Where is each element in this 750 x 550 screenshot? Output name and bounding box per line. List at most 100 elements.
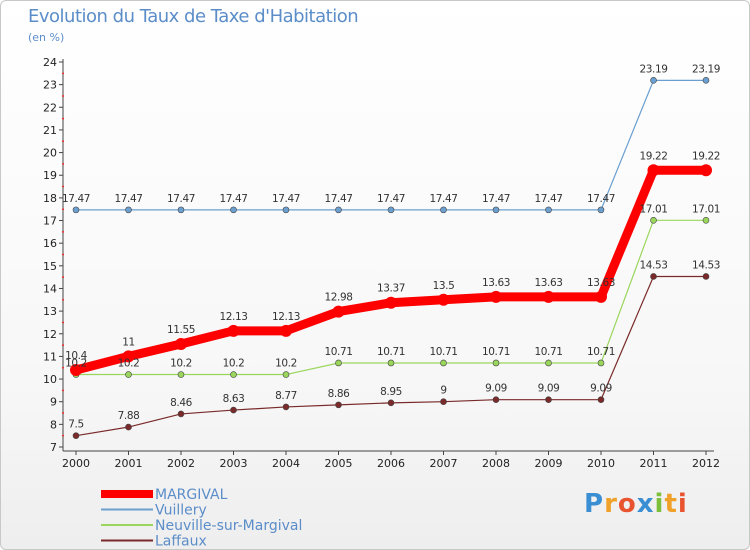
data-point bbox=[335, 206, 342, 214]
data-label: 9 bbox=[440, 385, 446, 397]
data-point bbox=[280, 324, 292, 337]
data-point bbox=[282, 403, 290, 411]
legend-label: Neuville-sur-Margival bbox=[155, 518, 302, 534]
data-point bbox=[437, 293, 450, 306]
data-label: 17.47 bbox=[219, 193, 247, 205]
series-line bbox=[75, 79, 707, 211]
y-tick-label: 12 bbox=[43, 328, 57, 341]
data-label: 17.47 bbox=[587, 193, 615, 205]
logo-letter: r bbox=[604, 489, 618, 519]
x-tick-label: 2006 bbox=[377, 457, 405, 470]
data-point bbox=[387, 359, 395, 367]
data-label: 13.63 bbox=[587, 277, 615, 289]
data-point bbox=[70, 364, 82, 376]
data-label: 13.63 bbox=[482, 277, 510, 289]
data-label: 10.71 bbox=[377, 346, 405, 358]
y-tick-label: 11 bbox=[43, 350, 57, 363]
legend-label: MARGIVAL bbox=[155, 487, 228, 503]
y-tick-label: 18 bbox=[43, 192, 57, 205]
data-label: 12.98 bbox=[324, 292, 352, 304]
data-point bbox=[440, 206, 447, 214]
data-point bbox=[177, 410, 185, 418]
x-tick-label: 2009 bbox=[535, 457, 563, 470]
chart-title: Evolution du Taux de Taxe d'Habitation bbox=[28, 6, 359, 27]
data-point bbox=[440, 359, 447, 367]
data-point bbox=[650, 77, 657, 84]
data-point bbox=[492, 396, 500, 403]
y-tick-label: 24 bbox=[43, 56, 57, 69]
x-tick-label: 2004 bbox=[272, 457, 300, 470]
x-tick-label: 2007 bbox=[430, 457, 458, 470]
data-label: 10.71 bbox=[534, 346, 562, 358]
series-layer bbox=[70, 77, 712, 439]
data-label: 12.13 bbox=[272, 311, 300, 323]
data-point bbox=[230, 371, 237, 378]
data-label: 10.2 bbox=[65, 358, 87, 370]
y-tick-label: 17 bbox=[43, 215, 57, 228]
data-point bbox=[230, 406, 237, 414]
data-label: 10.4 bbox=[65, 350, 87, 362]
data-label: 17.47 bbox=[324, 193, 352, 205]
data-label: 10.71 bbox=[482, 346, 510, 358]
x-tick-label: 2005 bbox=[325, 457, 353, 470]
x-tick-label: 2001 bbox=[115, 457, 143, 470]
y-minor-tick bbox=[62, 230, 64, 233]
y-tick-label: 15 bbox=[43, 260, 57, 273]
data-label: 17.47 bbox=[62, 193, 90, 205]
y-minor-tick bbox=[62, 208, 64, 211]
y-tick-label: 13 bbox=[43, 305, 57, 318]
data-point bbox=[490, 290, 502, 303]
data-point bbox=[545, 206, 552, 214]
y-tick-label: 20 bbox=[43, 147, 57, 160]
data-label: 23.19 bbox=[639, 63, 667, 75]
x-tick-label: 2010 bbox=[587, 457, 615, 470]
data-point bbox=[597, 206, 605, 214]
data-label: 17.47 bbox=[429, 193, 457, 205]
y-minor-tick bbox=[62, 389, 64, 392]
data-label: 19.22 bbox=[639, 150, 667, 162]
data-point bbox=[545, 359, 552, 367]
data-label: 17.47 bbox=[482, 193, 510, 205]
data-point bbox=[335, 359, 342, 367]
data-label: 17.01 bbox=[639, 203, 667, 215]
data-point bbox=[595, 290, 607, 303]
chart-unit-label: (en %) bbox=[28, 31, 65, 44]
data-label: 10.71 bbox=[429, 346, 457, 358]
y-minor-tick bbox=[62, 94, 64, 97]
y-tick-label: 9 bbox=[50, 396, 57, 409]
data-labels-layer: 10.4 11 11.55 12.13 12.13 12.98 13.37 13.5 13.63… bbox=[62, 63, 720, 430]
data-point bbox=[440, 398, 447, 406]
y-minor-tick bbox=[62, 321, 64, 324]
data-point bbox=[650, 217, 657, 224]
logo-letter: i bbox=[654, 489, 665, 519]
data-point bbox=[545, 396, 552, 403]
y-tick-label: 22 bbox=[43, 101, 57, 114]
x-tick-label: 2003 bbox=[220, 457, 248, 470]
data-label: 13.5 bbox=[433, 280, 455, 292]
y-tick-label: 23 bbox=[43, 79, 57, 92]
logo-letter: P bbox=[584, 489, 605, 519]
logo-letter: o bbox=[617, 489, 637, 519]
y-minor-tick bbox=[62, 434, 64, 437]
data-label: 10.2 bbox=[170, 358, 192, 370]
data-label: 8.95 bbox=[380, 386, 402, 398]
data-point bbox=[702, 217, 710, 224]
data-label: 11 bbox=[122, 336, 135, 348]
y-minor-tick bbox=[62, 140, 64, 143]
data-point bbox=[387, 399, 395, 407]
data-point bbox=[385, 296, 397, 309]
y-tick-label: 19 bbox=[43, 169, 57, 182]
y-minor-tick bbox=[62, 185, 64, 188]
data-label: 7.5 bbox=[68, 419, 84, 431]
data-point bbox=[175, 337, 187, 350]
data-label: 17.47 bbox=[114, 193, 142, 205]
data-point bbox=[700, 164, 712, 177]
data-point bbox=[332, 305, 345, 318]
data-label: 17.47 bbox=[272, 193, 300, 205]
data-point bbox=[542, 290, 555, 303]
data-point bbox=[72, 206, 80, 214]
x-tick-label: 2002 bbox=[167, 457, 195, 470]
data-label: 10.2 bbox=[118, 358, 140, 370]
y-minor-tick bbox=[62, 253, 64, 256]
